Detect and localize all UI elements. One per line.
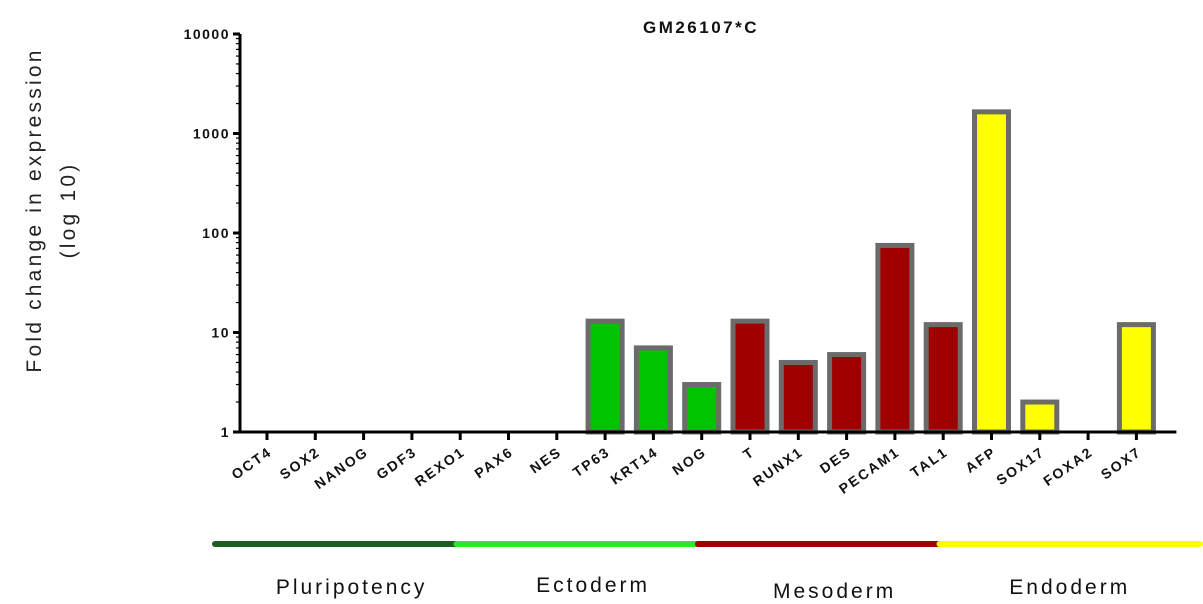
x-tick-label-nog: NOG — [669, 443, 709, 478]
x-tick-label-t: T — [740, 443, 758, 462]
bars-layer — [585, 109, 1156, 435]
bar-tal1 — [923, 322, 963, 435]
x-tick-label-nes: NES — [527, 443, 565, 476]
bar-afp — [972, 109, 1011, 435]
bar-t — [730, 318, 770, 435]
x-tick-label-des: DES — [817, 443, 855, 476]
y-tick-label-100: 100 — [202, 225, 230, 241]
y-tick-label-1000: 1000 — [193, 126, 230, 142]
x-tick-label-sox7: SOX7 — [1098, 443, 1144, 482]
bar-pecam1 — [875, 242, 915, 435]
group-label-pluripotency: Pluripotency — [275, 576, 428, 599]
x-tick-label-afp: AFP — [962, 443, 999, 476]
group-label-endoderm: Endoderm — [1009, 576, 1131, 599]
bar-krt14 — [633, 345, 673, 435]
y-axis-label-line1: Fold change in expression — [23, 47, 46, 373]
x-tick-label-oct4: OCT4 — [228, 443, 274, 482]
y-tick-label-10: 10 — [211, 325, 230, 341]
bar-runx1 — [778, 359, 818, 435]
x-tick-label-rexo1: REXO1 — [412, 443, 468, 489]
group-label-mesoderm: Mesoderm — [772, 580, 897, 603]
y-tick-label-1: 1 — [221, 424, 230, 440]
x-tick-label-krt14: KRT14 — [607, 443, 661, 487]
bar-tp63 — [585, 318, 625, 435]
bar-sox7 — [1116, 322, 1156, 435]
y-axis-label-line2: (log 10) — [57, 161, 80, 259]
x-tick-label-foxa2: FOXA2 — [1040, 443, 1096, 489]
chart-title: GM26107*C — [643, 18, 759, 37]
x-tick-label-tal1: TAL1 — [907, 443, 951, 480]
x-tick-label-pax6: PAX6 — [471, 443, 516, 481]
bar-sox17 — [1020, 399, 1060, 435]
x-tick-label-runx1: RUNX1 — [750, 443, 806, 489]
y-tick-label-10000: 10000 — [184, 26, 230, 42]
bar-nog — [682, 382, 722, 435]
group-label-ectoderm: Ectoderm — [536, 574, 651, 597]
bar-des — [827, 352, 867, 435]
x-tick-label-sox17: SOX17 — [993, 443, 1047, 488]
x-tick-label-nanog: NANOG — [311, 443, 371, 492]
axes-layer: 1 10 100 1000 10000 — [184, 26, 1177, 440]
y-axis-label: Fold change in expression (log 10) — [2, 20, 102, 400]
